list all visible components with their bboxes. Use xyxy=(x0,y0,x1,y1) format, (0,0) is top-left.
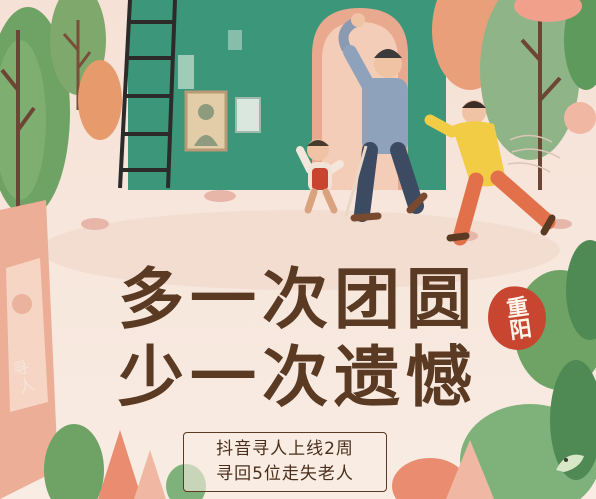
seal-text: 重阳 xyxy=(501,294,533,342)
headline-line-1: 多一次团圆 xyxy=(118,261,478,338)
bottom-right-trees xyxy=(392,240,596,499)
ladder xyxy=(118,0,177,189)
info-line-2: 寻回5位走失老人 xyxy=(216,464,354,484)
info-box: 抖音寻人上线2周 寻回5位走失老人 xyxy=(183,432,387,492)
headline-line-2: 少一次遗憾 xyxy=(118,339,478,416)
running-son-figure xyxy=(424,100,561,246)
bird-icon xyxy=(556,454,584,472)
grandfather-figure xyxy=(338,13,428,222)
child-figure xyxy=(296,139,344,214)
left-trees xyxy=(0,0,122,217)
left-signboard xyxy=(0,200,58,499)
ground-wash xyxy=(40,210,560,290)
info-line-1: 抖音寻人上线2周 xyxy=(216,439,354,459)
wall-notice xyxy=(235,97,261,133)
right-trees xyxy=(432,0,596,190)
